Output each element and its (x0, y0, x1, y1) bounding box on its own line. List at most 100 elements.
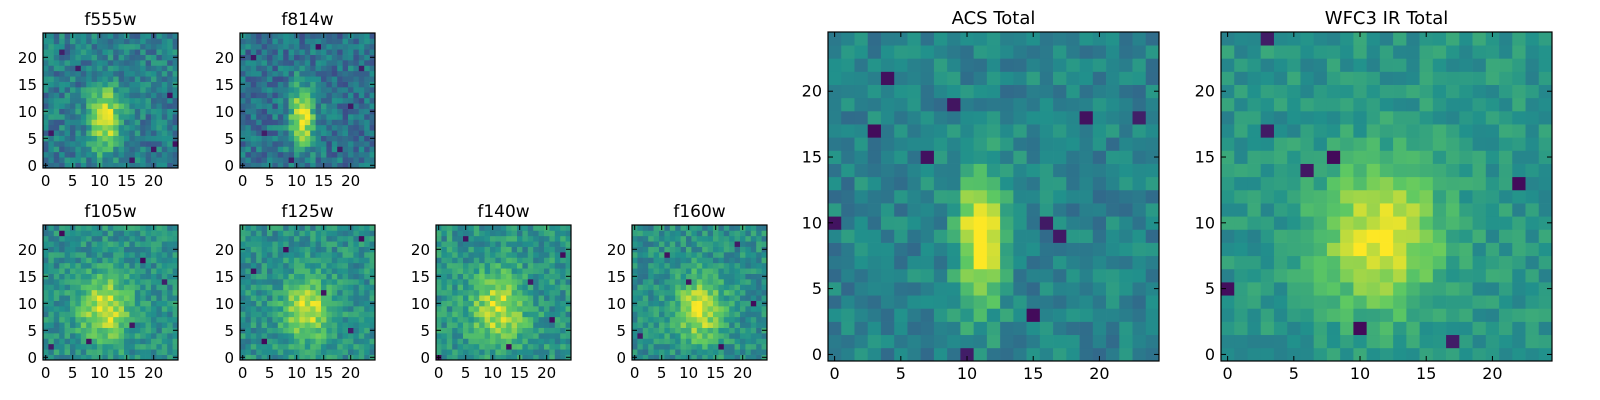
pixel (288, 284, 295, 291)
pixel (686, 327, 692, 334)
pixel (80, 124, 87, 131)
pixel (473, 343, 480, 350)
pixel (1106, 84, 1120, 99)
pixel (86, 103, 92, 109)
pixel (86, 146, 92, 153)
pixel (960, 216, 974, 230)
pixel (500, 268, 507, 274)
pixel (718, 273, 725, 280)
pixel (97, 246, 103, 253)
pixel (283, 273, 289, 280)
pixel (718, 252, 725, 258)
pixel (337, 225, 343, 231)
pixel (1393, 176, 1407, 191)
pixel (113, 162, 119, 169)
pixel (457, 338, 464, 345)
pixel (86, 151, 92, 158)
pixel (304, 119, 311, 126)
pixel (538, 246, 545, 253)
pixel (745, 322, 752, 328)
pixel (517, 279, 523, 285)
pixel (245, 151, 252, 158)
pixel (446, 300, 453, 307)
pixel (277, 257, 284, 264)
pixel (70, 97, 76, 104)
pixel (1066, 282, 1080, 296)
pixel (145, 333, 152, 339)
pixel (358, 246, 365, 253)
pixel (267, 311, 273, 318)
panel-title: f140w (477, 202, 529, 222)
pixel (277, 43, 284, 50)
pixel (960, 295, 974, 309)
pixel (288, 262, 295, 269)
pixel (1485, 216, 1500, 230)
pixel (91, 252, 98, 258)
pixel (527, 343, 534, 350)
pixel (653, 322, 660, 328)
pixel (642, 338, 649, 345)
pixel (1300, 189, 1315, 204)
pixel (490, 338, 496, 345)
pixel (1287, 189, 1301, 204)
pixel (91, 43, 98, 50)
pixel (506, 322, 512, 328)
pixel (348, 333, 354, 339)
pixel (358, 333, 365, 339)
pixel (140, 38, 146, 45)
pixel (140, 103, 146, 109)
pixel (256, 135, 262, 142)
pixel (1013, 282, 1027, 296)
pixel (353, 284, 360, 291)
pixel (240, 230, 246, 237)
pixel (369, 141, 376, 147)
pixel (1499, 189, 1513, 204)
pixel (288, 70, 295, 77)
pixel (288, 130, 295, 136)
y-tick-label: 10 (215, 295, 234, 313)
pixel (1485, 334, 1500, 349)
pixel (326, 151, 333, 158)
pixel (669, 252, 676, 258)
pixel (240, 103, 246, 109)
pixel (272, 241, 279, 247)
pixel (310, 108, 316, 115)
pixel (240, 295, 246, 301)
pixel (304, 316, 311, 323)
pixel (53, 162, 60, 169)
pixel (538, 338, 545, 345)
pixel (1221, 216, 1235, 230)
pixel (59, 162, 65, 169)
pixel (267, 43, 273, 50)
pixel (446, 338, 453, 345)
pixel (1485, 176, 1500, 191)
pixel (750, 252, 757, 258)
pixel (1538, 295, 1553, 309)
pixel (91, 241, 98, 247)
pixel (70, 43, 76, 50)
pixel (522, 338, 529, 345)
pixel (102, 311, 109, 318)
pixel (854, 268, 869, 283)
pixel (140, 130, 146, 136)
pixel (1472, 176, 1487, 191)
pixel (156, 114, 163, 120)
pixel (664, 338, 671, 345)
pixel (479, 252, 485, 258)
pixel (283, 284, 289, 291)
pixel (140, 124, 146, 131)
pixel (1472, 282, 1487, 296)
pixel (107, 311, 114, 318)
pixel (457, 333, 464, 339)
pixel (172, 349, 179, 355)
pixel (1039, 97, 1054, 112)
pixel (1079, 268, 1094, 283)
pixel (145, 103, 152, 109)
pixel (484, 354, 491, 361)
pixel (326, 130, 333, 136)
pixel (457, 279, 464, 285)
pixel (75, 124, 82, 131)
pixel (1039, 176, 1054, 191)
pixel (151, 108, 157, 115)
pixel (304, 70, 311, 77)
